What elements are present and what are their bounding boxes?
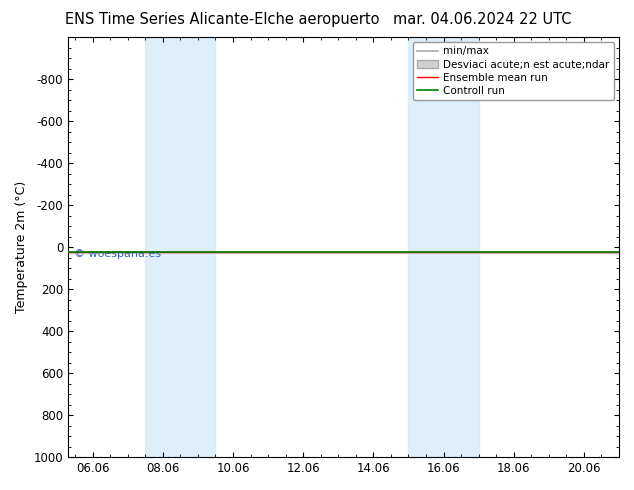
Text: mar. 04.06.2024 22 UTC: mar. 04.06.2024 22 UTC [392,12,571,27]
Y-axis label: Temperature 2m (°C): Temperature 2m (°C) [15,181,28,313]
Text: ENS Time Series Alicante-Elche aeropuerto: ENS Time Series Alicante-Elche aeropuert… [65,12,379,27]
Legend: min/max, Desviaci acute;n est acute;ndar, Ensemble mean run, Controll run: min/max, Desviaci acute;n est acute;ndar… [413,42,614,100]
Text: © woespana.es: © woespana.es [74,249,160,259]
Bar [408,37,479,457]
Bar [145,37,216,457]
